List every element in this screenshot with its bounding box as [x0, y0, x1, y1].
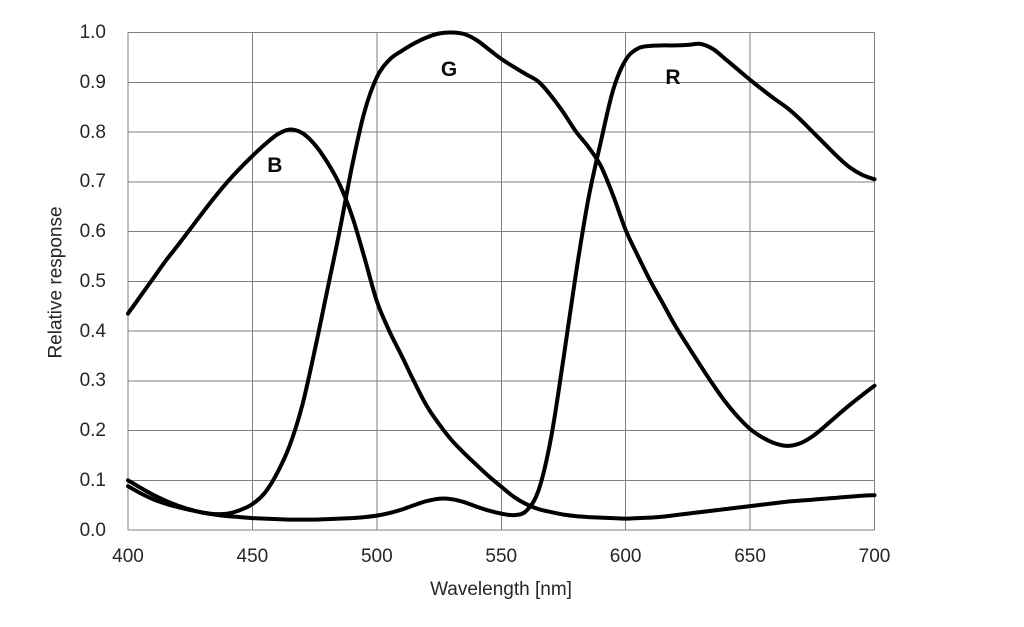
x-tick-label: 400: [112, 546, 144, 567]
y-tick-label: 0.2: [79, 420, 106, 441]
x-tick-label: 650: [734, 546, 766, 567]
x-tick-label: 450: [236, 546, 269, 567]
x-tick-label: 550: [485, 546, 518, 567]
x-axis-title: Wavelength [nm]: [430, 579, 572, 600]
curve-R: [126, 41, 877, 522]
y-tick-label: 0.8: [79, 121, 106, 143]
y-tick-label: 0.1: [79, 469, 106, 491]
x-tick-label: 700: [858, 546, 891, 567]
response-curves: [126, 30, 877, 522]
y-tick-label: 0.4: [79, 320, 106, 342]
y-tick-label: 0.6: [79, 221, 106, 242]
curve-label-R: R: [665, 65, 681, 89]
y-axis-title: Relative response: [45, 206, 67, 359]
x-tick-label: 600: [609, 546, 642, 567]
y-tick-label: 0.3: [79, 370, 106, 392]
y-tick-label: 1.0: [79, 22, 106, 43]
curve-label-G: G: [440, 57, 458, 81]
gridlines: [127, 32, 875, 531]
curve-G: [126, 30, 877, 517]
y-tick-label: 0.0: [79, 519, 106, 541]
y-tick-label: 0.7: [79, 171, 106, 193]
curve-label-B: B: [267, 153, 283, 177]
curve-B: [126, 127, 877, 521]
y-tick-label: 0.5: [79, 270, 106, 292]
y-tick-label: 0.9: [79, 71, 106, 93]
x-tick-label: 500: [360, 546, 393, 567]
